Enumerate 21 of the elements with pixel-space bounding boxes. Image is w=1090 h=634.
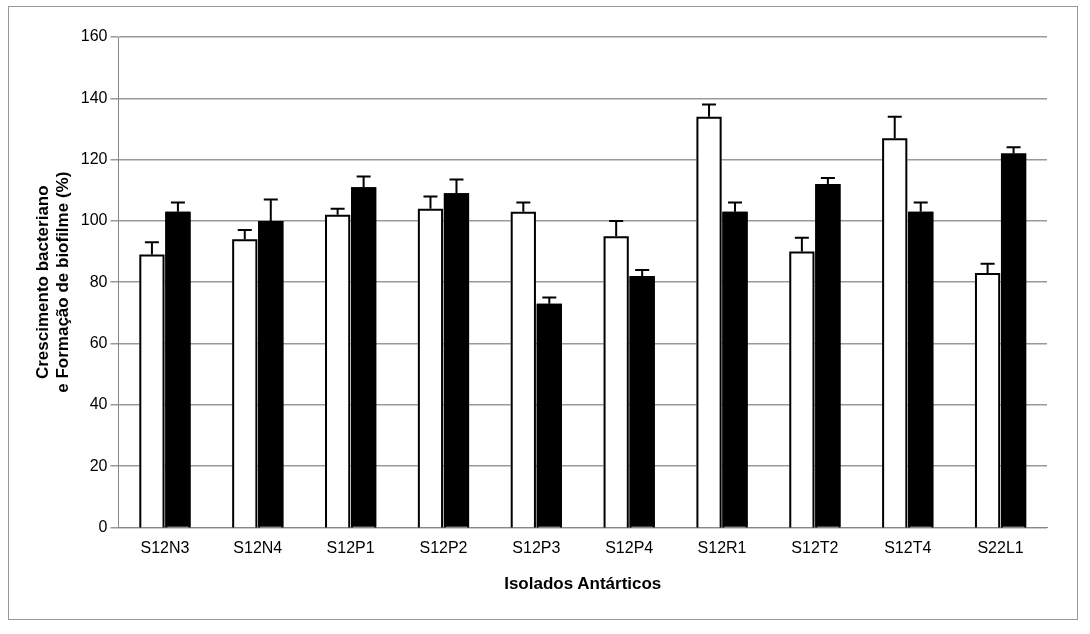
x-tick-label: S12P1: [326, 539, 375, 557]
y-tick-label: 0: [98, 517, 108, 535]
y-tick-label: 120: [80, 150, 108, 168]
x-tick-label: S12P2: [419, 539, 468, 557]
y-axis-title: Crescimento bacteriano e Formação de biofilme (%): [32, 171, 73, 393]
x-tick-label: S12T4: [884, 539, 932, 557]
x-axis-title: Isolados Antárticos: [504, 574, 662, 594]
y-tick-label: 60: [89, 333, 108, 351]
x-tick-label: S12P3: [512, 539, 561, 557]
y-tick-label: 140: [80, 88, 108, 106]
x-tick-label: S12T2: [791, 539, 839, 557]
y-tick-label: 100: [80, 211, 108, 229]
x-tick-label: S12R1: [697, 539, 747, 557]
y-tick-label: 80: [89, 272, 108, 290]
x-tick-label: S12N4: [233, 539, 283, 557]
y-tick-label: 40: [89, 395, 108, 413]
x-tick-label: S12P4: [605, 539, 654, 557]
y-tick-label: 160: [80, 27, 108, 45]
x-tick-label: S12N3: [140, 539, 190, 557]
y-tick-label: 20: [89, 456, 108, 474]
x-tick-label: S22L1: [977, 539, 1024, 557]
